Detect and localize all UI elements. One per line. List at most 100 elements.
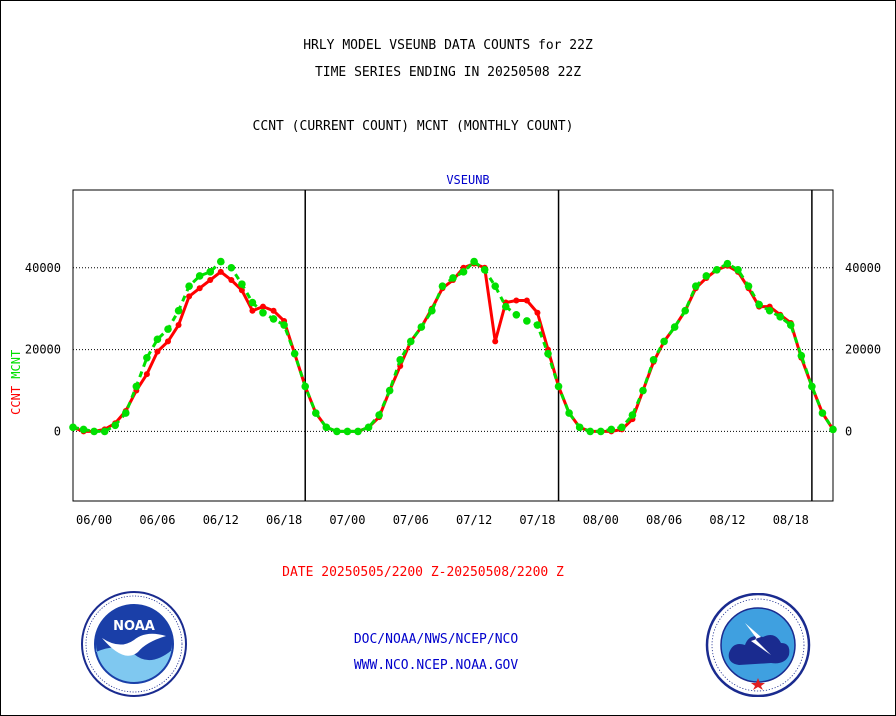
data-point-mcnt: [206, 268, 215, 276]
data-point-mcnt: [533, 321, 542, 329]
data-point-mcnt: [269, 315, 278, 323]
data-point-mcnt: [322, 423, 331, 432]
data-point-mcnt: [470, 257, 478, 266]
data-point-ccnt: [513, 297, 520, 304]
data-point-ccnt: [154, 348, 161, 355]
data-point-ccnt: [534, 309, 541, 316]
data-point-ccnt: [249, 307, 256, 314]
data-point-ccnt: [207, 277, 214, 284]
data-point-mcnt: [681, 306, 690, 315]
data-point-mcnt: [459, 268, 468, 276]
data-point-mcnt: [259, 308, 267, 317]
y-tick-label-left: 20000: [25, 343, 61, 357]
data-point-mcnt: [311, 409, 320, 417]
data-point-mcnt: [776, 313, 785, 321]
noaa-logo-text: NOAA: [113, 619, 155, 634]
data-point-ccnt: [523, 297, 530, 304]
data-point-mcnt: [79, 425, 88, 434]
data-point-ccnt: [165, 338, 171, 345]
chart-title-line3: CCNT (CURRENT COUNT) MCNT (MONTHLY COUNT…: [252, 119, 574, 134]
data-point-mcnt: [575, 423, 584, 432]
y-tick-label-left: 40000: [25, 261, 61, 275]
x-tick-label: 08/00: [583, 513, 619, 527]
y-axis-label-ccnt: CCNT: [9, 379, 23, 415]
x-tick-label: 06/06: [139, 513, 175, 527]
data-point-mcnt: [723, 259, 732, 268]
x-tick-label: 08/18: [773, 513, 809, 527]
x-tick-label: 06/12: [203, 513, 239, 527]
x-tick-label: 07/18: [519, 513, 555, 527]
data-point-mcnt: [639, 386, 647, 395]
noaa-logo: NOAA: [81, 591, 187, 697]
data-point-mcnt: [333, 427, 341, 436]
footer-website: WWW.NCO.NCEP.NOAA.GOV: [353, 658, 519, 673]
data-point-mcnt: [174, 306, 183, 315]
data-point-mcnt: [343, 427, 352, 436]
data-point-mcnt: [797, 351, 806, 360]
data-point-mcnt: [523, 317, 531, 325]
data-point-mcnt: [280, 321, 288, 329]
data-point-ccnt: [175, 322, 182, 329]
nws-logo: [705, 593, 811, 697]
data-point-mcnt: [713, 265, 721, 274]
data-point-mcnt: [618, 423, 626, 432]
y-tick-label-right: 40000: [845, 261, 881, 275]
data-point-mcnt: [364, 423, 373, 432]
data-point-mcnt: [596, 427, 605, 436]
data-point-mcnt: [385, 386, 394, 395]
data-point-mcnt: [121, 409, 130, 417]
data-point-mcnt: [691, 282, 700, 290]
data-point-mcnt: [185, 282, 193, 290]
data-point-mcnt: [491, 282, 500, 290]
data-point-mcnt: [808, 382, 816, 391]
data-point-mcnt: [90, 427, 98, 436]
x-tick-label: 06/18: [266, 513, 302, 527]
data-point-ccnt: [260, 303, 266, 310]
data-point-mcnt: [565, 409, 573, 417]
x-tick-label: 07/06: [393, 513, 429, 527]
data-point-mcnt: [786, 321, 795, 329]
data-point-mcnt: [554, 382, 563, 391]
data-point-ccnt: [143, 371, 150, 378]
data-point-mcnt: [406, 337, 415, 346]
data-point-mcnt: [586, 427, 595, 436]
data-point-mcnt: [480, 265, 489, 274]
data-point-mcnt: [164, 325, 172, 333]
data-point-mcnt: [354, 427, 362, 436]
data-point-mcnt: [301, 382, 310, 391]
data-point-mcnt: [734, 265, 742, 274]
footer-org-path: DOC/NOAA/NWS/NCEP/NCO: [353, 632, 519, 647]
data-point-mcnt: [607, 425, 616, 434]
data-point-mcnt: [396, 356, 405, 364]
data-point-mcnt: [428, 306, 436, 315]
data-point-mcnt: [111, 421, 120, 430]
data-point-mcnt: [132, 382, 141, 391]
data-point-ccnt: [196, 285, 203, 292]
data-point-ccnt: [217, 268, 224, 275]
data-point-mcnt: [153, 335, 162, 344]
data-point-ccnt: [186, 293, 193, 300]
data-point-mcnt: [195, 272, 204, 280]
plot-area-frame: [72, 189, 834, 502]
data-point-mcnt: [670, 323, 679, 331]
data-point-ccnt: [228, 277, 235, 284]
y-axis-label: CCNT MCNT: [9, 350, 23, 415]
x-tick-label: 08/06: [646, 513, 682, 527]
data-point-mcnt: [755, 300, 763, 309]
data-point-mcnt: [238, 280, 246, 288]
data-point-mcnt: [449, 274, 457, 282]
data-point-mcnt: [227, 263, 236, 272]
data-point-mcnt: [829, 425, 837, 434]
data-point-mcnt: [744, 282, 753, 290]
data-point-mcnt: [765, 306, 774, 315]
data-point-mcnt: [660, 337, 668, 346]
data-point-mcnt: [248, 298, 257, 307]
y-axis-label-mcnt: MCNT: [9, 350, 23, 379]
y-tick-label-right: 0: [845, 424, 852, 438]
data-point-mcnt: [290, 349, 299, 358]
data-point-mcnt: [375, 411, 383, 419]
data-point-mcnt: [69, 423, 77, 432]
y-tick-label-left: 0: [54, 424, 61, 438]
x-tick-label: 08/12: [709, 513, 745, 527]
data-point-mcnt: [512, 311, 521, 319]
